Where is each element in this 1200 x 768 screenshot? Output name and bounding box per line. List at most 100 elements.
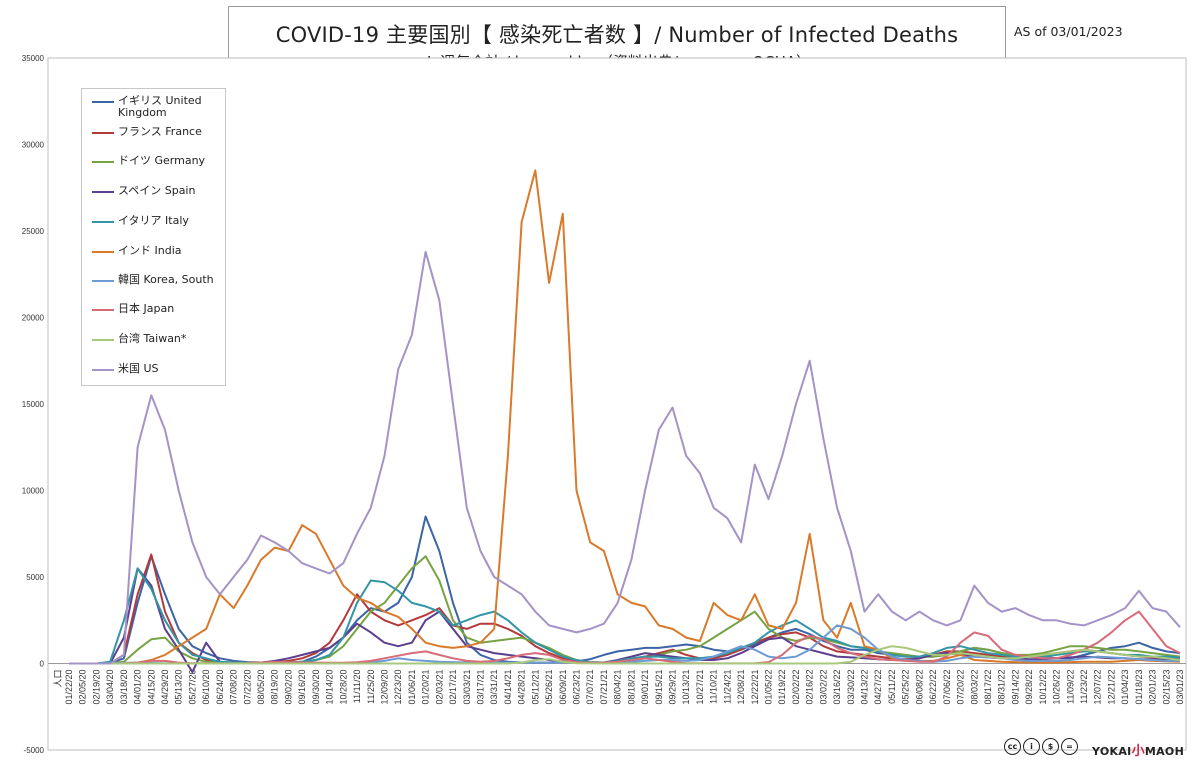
legend-label: ドイツ Germany [118, 154, 206, 167]
legend-swatch [92, 132, 114, 134]
series-line-8 [69, 645, 1181, 665]
y-tick-label: 35000 [22, 54, 45, 63]
legend-swatch [92, 309, 114, 311]
as-of-date: AS of 03/01/2023 [1014, 24, 1123, 39]
x-tick-label: 12/08/21 [736, 670, 746, 705]
legend-label: 台湾 Taiwan* [118, 332, 187, 345]
creative-commons-badge: cc i $ = [1004, 738, 1078, 755]
x-tick-label: 09/15/21 [654, 670, 664, 705]
x-tick-label: 10/27/21 [695, 670, 705, 705]
x-tick-label: 04/27/22 [873, 670, 883, 705]
x-tick-label: 01/20/21 [421, 670, 431, 705]
legend-swatch [92, 280, 114, 282]
x-tick-label: 01/05/22 [764, 670, 774, 705]
series-line-5 [69, 169, 1181, 665]
y-tick-label: -5000 [24, 746, 45, 755]
x-tick-label: 12/23/20 [393, 670, 403, 705]
legend-swatch [92, 339, 114, 341]
chart-title: COVID-19 主要国別【 感染死亡者数 】/ Number of Infec… [275, 23, 959, 47]
x-tick-label: 05/12/21 [530, 670, 540, 705]
attribution-icon: i [1023, 738, 1040, 755]
x-tick-label: 08/31/22 [997, 670, 1007, 705]
legend-swatch [92, 251, 114, 253]
x-tick-label: 10/12/22 [1038, 670, 1048, 705]
x-tick-label: 12/07/22 [1093, 670, 1103, 705]
cc-icon: cc [1004, 738, 1021, 755]
x-tick-label: 11/23/22 [1079, 670, 1089, 704]
x-tick-label: 08/17/22 [983, 670, 993, 705]
x-tick-label: 09/29/21 [668, 670, 678, 705]
x-tick-label: 02/16/22 [805, 670, 815, 705]
x-tick-label: 12/22/21 [750, 670, 760, 705]
legend-label: フランス France [118, 125, 202, 138]
brand-left: YOKAI [1092, 745, 1132, 758]
x-tick-label: 09/28/22 [1024, 670, 1034, 705]
x-tick-label: 02/05/20 [78, 670, 88, 705]
legend-swatch [92, 221, 114, 223]
x-tick-label: 03/16/22 [832, 670, 842, 705]
brand-right: MAOH [1144, 745, 1185, 758]
x-tick-label: 09/30/20 [311, 670, 321, 705]
legend-label: 韓国 Korea, South [118, 273, 214, 286]
x-tick-label: 人口 [53, 670, 63, 688]
noderivatives-icon: = [1061, 738, 1078, 755]
y-tick-label: 25000 [22, 227, 45, 236]
x-tick-label: 04/15/20 [146, 670, 156, 705]
x-tick-label: 06/22/22 [928, 670, 938, 705]
x-tick-label: 05/13/20 [174, 670, 184, 705]
x-tick-label: 09/16/20 [297, 670, 307, 705]
x-tick-label: 06/24/20 [215, 670, 225, 705]
y-tick-label: 30000 [22, 141, 45, 150]
x-tick-label: 08/19/20 [270, 670, 280, 705]
x-tick-label: 07/07/21 [585, 670, 595, 705]
x-tick-label: 03/18/20 [119, 670, 129, 705]
x-tick-label: 11/10/21 [709, 670, 719, 704]
x-tick-label: 06/23/21 [571, 670, 581, 705]
noncommercial-icon: $ [1042, 738, 1059, 755]
x-tick-label: 10/13/21 [681, 670, 691, 705]
x-tick-label: 05/11/22 [887, 670, 897, 704]
x-tick-label: 03/02/22 [818, 670, 828, 705]
x-tick-label: 01/22/20 [64, 670, 74, 705]
legend-label: イタリア Italy [118, 214, 189, 227]
x-tick-label: 03/04/20 [105, 670, 115, 705]
x-tick-label: 03/17/21 [475, 670, 485, 705]
x-tick-label: 02/19/20 [91, 670, 101, 705]
brand-logo: YOKAI小MAOH [1092, 740, 1184, 759]
y-tick-label: 5000 [26, 573, 44, 582]
brand-mid: 小 [1131, 744, 1145, 759]
x-tick-label: 06/08/22 [914, 670, 924, 705]
x-tick-label: 10/28/20 [338, 670, 348, 705]
legend-swatch [92, 101, 114, 103]
y-tick-label: 0 [40, 660, 45, 669]
x-tick-label: 08/05/20 [256, 670, 266, 705]
y-tick-label: 10000 [22, 487, 45, 496]
x-tick-label: 01/18/23 [1134, 670, 1144, 705]
legend-swatch [92, 161, 114, 163]
x-tick-label: 11/25/20 [366, 670, 376, 704]
x-tick-label: 09/14/22 [1010, 670, 1020, 705]
x-tick-label: 07/22/20 [242, 670, 252, 705]
x-tick-label: 07/08/20 [229, 670, 239, 705]
legend-label: スペイン Spain [118, 184, 196, 197]
x-tick-label: 02/03/21 [434, 670, 444, 705]
x-tick-label: 03/01/23 [1175, 670, 1185, 705]
y-tick-label: 15000 [22, 400, 45, 409]
x-tick-label: 07/06/22 [942, 670, 952, 705]
legend-label: イギリス United Kingdom [118, 94, 202, 119]
legend-swatch [92, 369, 114, 371]
x-tick-label: 05/25/22 [901, 670, 911, 705]
x-tick-label: 03/03/21 [462, 670, 472, 705]
x-tick-label: 04/14/21 [503, 670, 513, 705]
x-tick-label: 08/03/22 [969, 670, 979, 705]
x-tick-label: 04/29/20 [160, 670, 170, 705]
legend-swatch [92, 191, 114, 193]
x-tick-label: 11/09/22 [1065, 670, 1075, 704]
x-tick-label: 05/26/21 [544, 670, 554, 705]
x-tick-label: 04/01/20 [133, 670, 143, 705]
x-tick-label: 07/20/22 [956, 670, 966, 705]
x-tick-label: 12/21/22 [1106, 670, 1116, 705]
x-tick-label: 04/28/21 [517, 670, 527, 705]
x-tick-label: 01/19/22 [777, 670, 787, 705]
